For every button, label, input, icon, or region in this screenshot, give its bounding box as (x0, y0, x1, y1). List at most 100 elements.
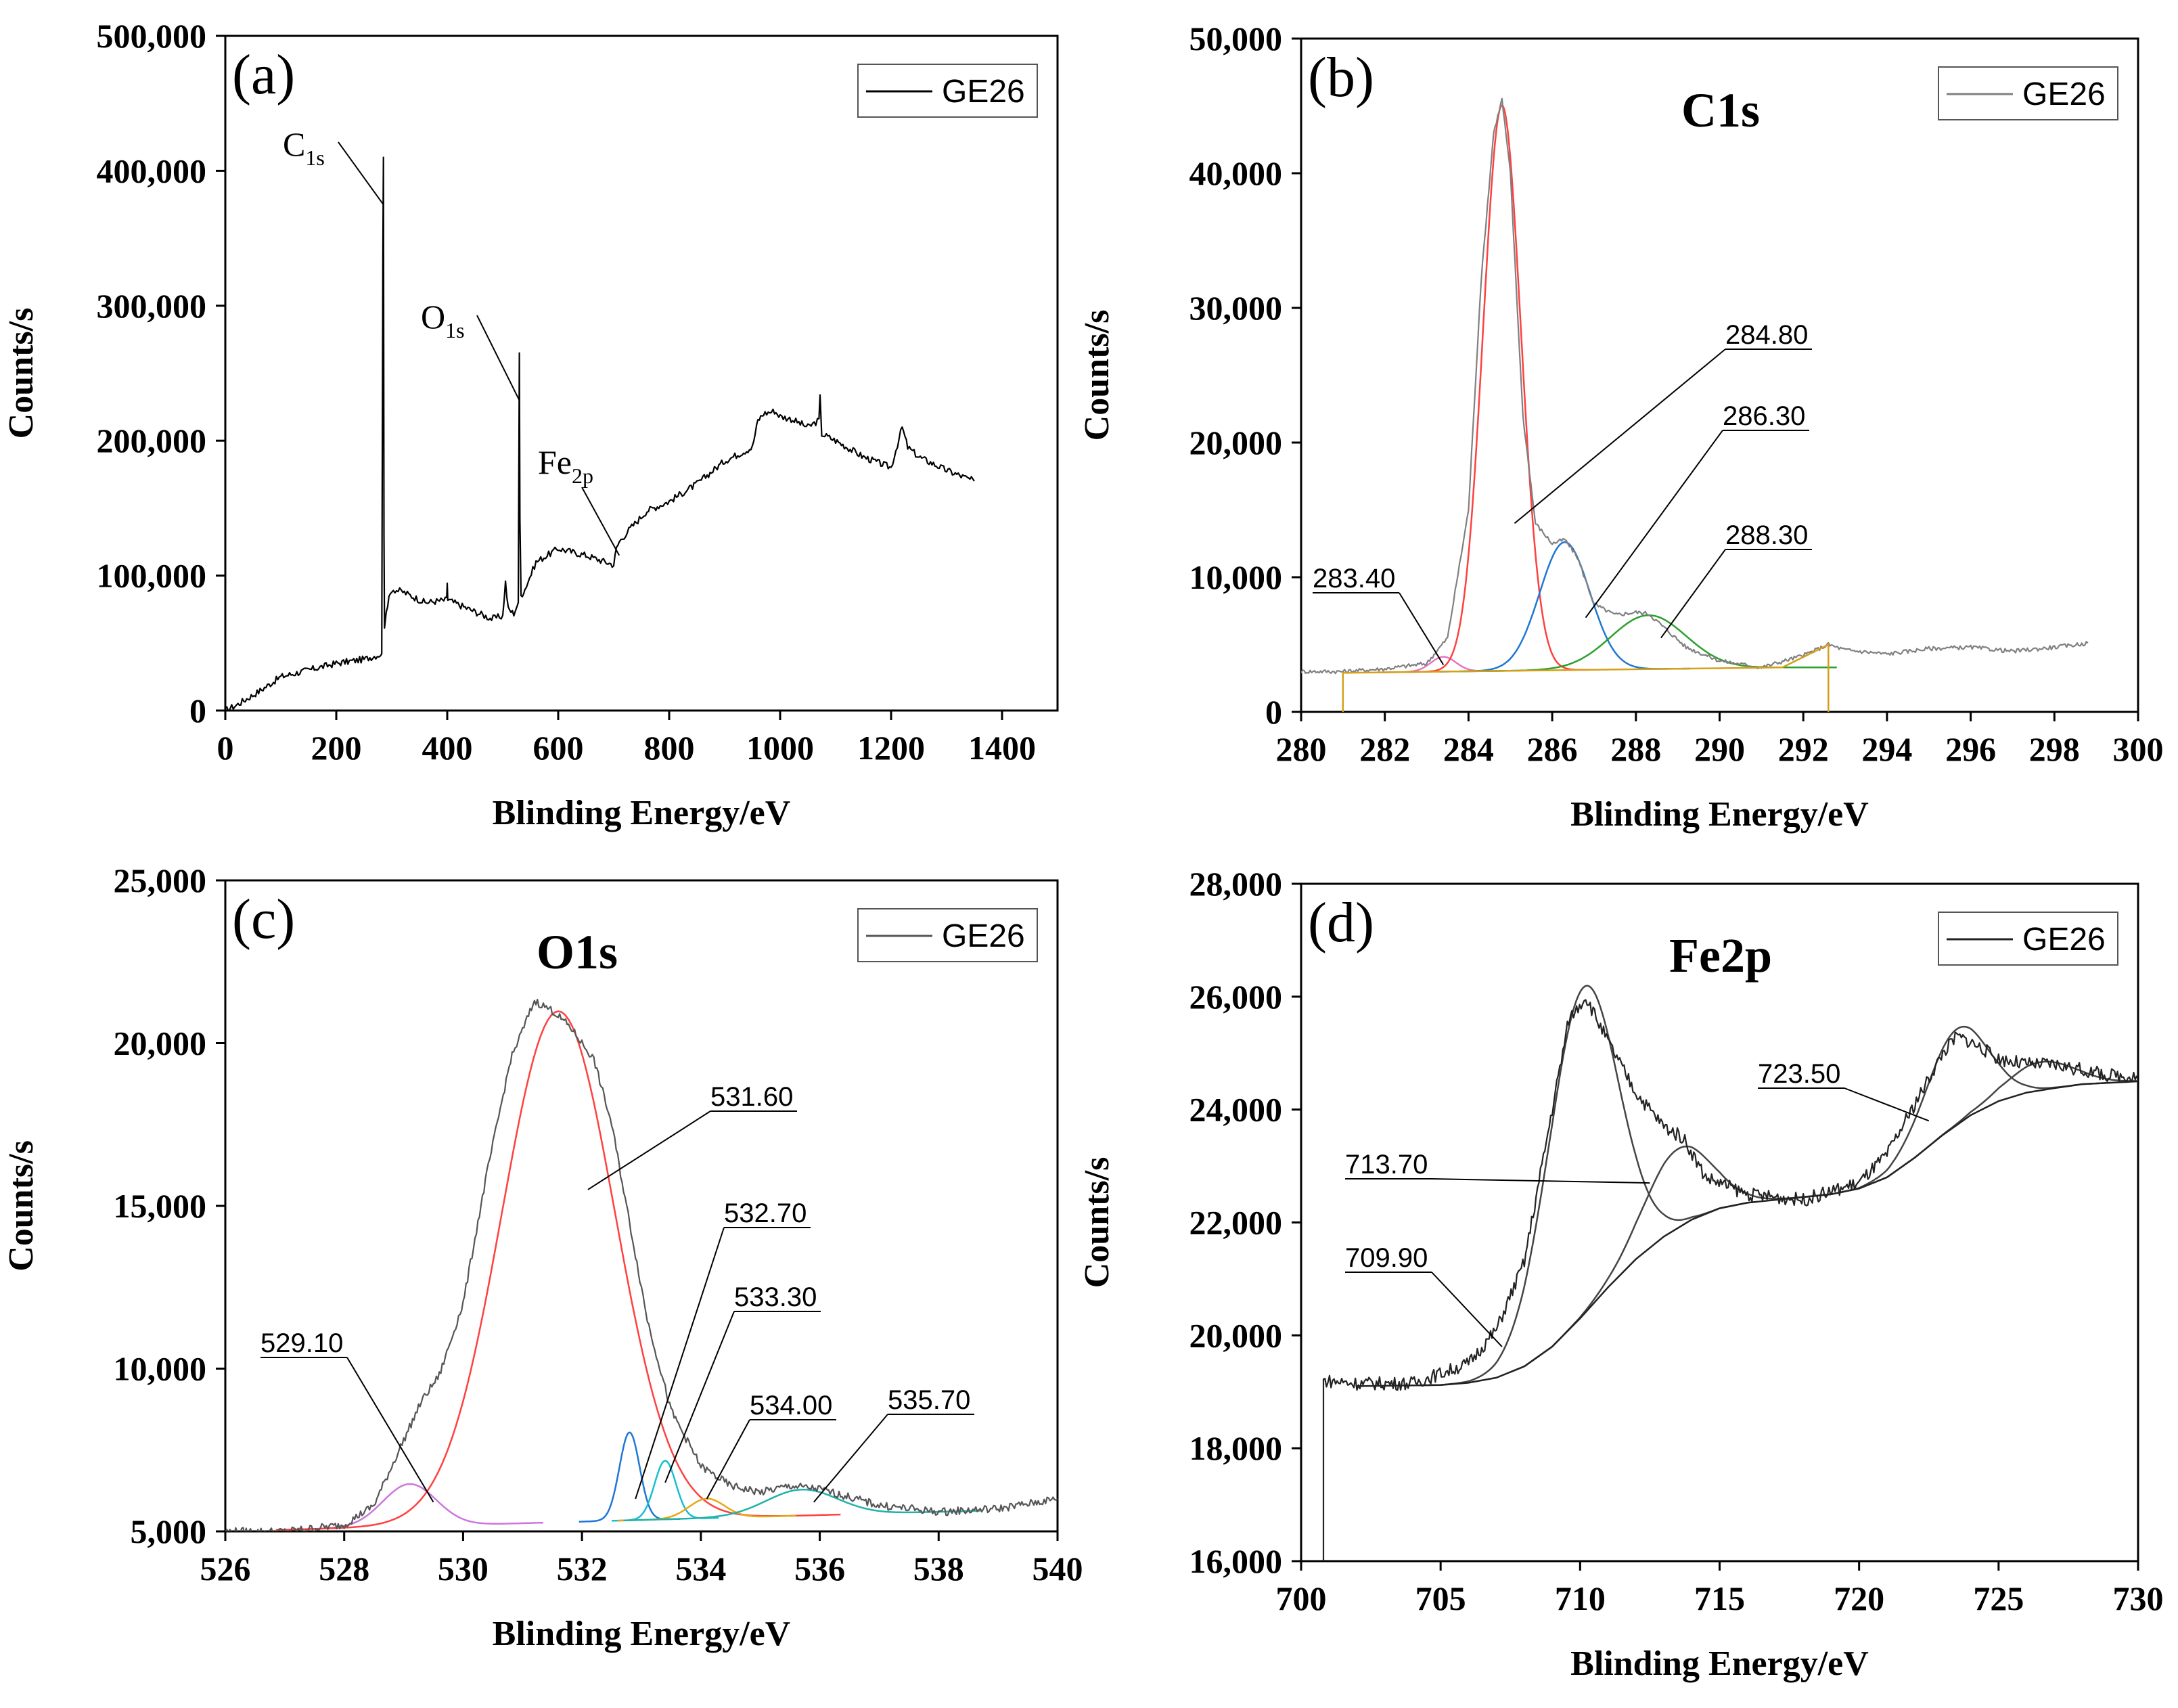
peak-position-label: 531.60 (710, 1082, 793, 1112)
x-tick-label: 800 (644, 729, 695, 767)
x-tick-label: 705 (1415, 1579, 1466, 1617)
y-tick-label: 22,000 (1189, 1204, 1283, 1242)
x-tick-label: 200 (311, 729, 362, 767)
plot-area (1301, 97, 2089, 712)
x-tick-label: 715 (1694, 1579, 1745, 1617)
plot-frame (224, 879, 1059, 1533)
plot-area (225, 998, 1058, 1531)
peak-position-label: 713.70 (1345, 1150, 1428, 1179)
peak-leader (1431, 1272, 1503, 1347)
fit-component (1407, 104, 1596, 673)
fit-component (1439, 541, 1691, 673)
panel-title: C1s (1681, 83, 1760, 137)
peak-leader (476, 315, 520, 401)
panel-letter: (c) (232, 888, 295, 951)
y-axis-title: Counts/s (1078, 1157, 1116, 1288)
x-tick-label: 1000 (746, 729, 814, 767)
x-tick-label: 298 (2029, 730, 2080, 768)
y-tick-label: 10,000 (114, 1350, 207, 1388)
x-tick-label: 300 (2113, 730, 2164, 768)
x-tick-label: 700 (1276, 1579, 1327, 1617)
y-tick-label: 15,000 (114, 1187, 207, 1225)
y-axis-title: Counts/s (2, 1140, 41, 1272)
x-tick-label: 280 (1276, 730, 1327, 768)
x-tick-label: 532 (557, 1550, 608, 1588)
x-tick-label: 730 (2113, 1579, 2164, 1617)
plot-frame (1300, 882, 2139, 1563)
legend-label: GE26 (2022, 76, 2106, 112)
y-tick-label: 40,000 (1189, 154, 1283, 192)
x-tick-label: 710 (1555, 1579, 1606, 1617)
peak-label: Fe2p (538, 443, 593, 488)
y-tick-label: 28,000 (1189, 865, 1283, 903)
x-tick-label: 725 (1973, 1579, 2024, 1617)
peak-leader (1399, 592, 1445, 665)
y-tick-label: 100,000 (97, 557, 207, 595)
x-axis-title: Blinding Energy/eV (1570, 1644, 1869, 1683)
peak-position-label: 283.40 (1313, 564, 1395, 593)
peak-label-subscript: 2p (572, 464, 593, 488)
x-tick-label: 600 (533, 729, 584, 767)
panel-d: 700 705 710 715 720 725 730 16,000 18,000 20,000 2… (1078, 865, 2164, 1683)
y-tick-label: 50,000 (1189, 20, 1283, 58)
fit-component (1408, 985, 1758, 1387)
peak-position-label: 709.90 (1345, 1243, 1428, 1273)
peak-leader (664, 1311, 735, 1483)
x-tick-label: 286 (1527, 730, 1578, 768)
y-tick-label: 20,000 (1189, 424, 1283, 462)
y-tick-label: 16,000 (1189, 1542, 1283, 1580)
peak-position-label: 534.00 (750, 1391, 832, 1420)
peak-leader (1514, 349, 1726, 524)
fit-component (578, 1431, 681, 1523)
peak-leader (1660, 549, 1726, 639)
x-tick-label: 534 (675, 1550, 726, 1588)
peak-leader (706, 1419, 750, 1500)
x-tick-label: 294 (1861, 730, 1912, 768)
y-axis-title: Counts/s (2, 308, 41, 439)
panel-letter: (b) (1308, 46, 1374, 109)
peak-position-label: 288.30 (1725, 520, 1808, 550)
fit-component (1803, 1025, 2110, 1198)
peak-leader (1431, 1178, 1650, 1184)
panel-letter: (a) (232, 43, 295, 106)
peak-leader (1585, 430, 1723, 619)
plot-area (1322, 985, 2138, 1561)
peak-position-label: 529.10 (260, 1328, 343, 1358)
x-tick-label: 282 (1359, 730, 1410, 768)
peak-leader (1844, 1087, 1930, 1122)
spectrum-line (1301, 97, 2089, 675)
y-tick-label: 0 (1265, 693, 1282, 731)
x-axis-title: Blinding Energy/eV (493, 794, 791, 832)
peak-label-subscript: 1s (305, 145, 324, 170)
peak-leader (338, 141, 384, 206)
fit-component (275, 1483, 544, 1531)
fit-component (611, 1460, 719, 1522)
peak-leader (813, 1414, 888, 1503)
background-line (1357, 1080, 2138, 1387)
x-tick-label: 288 (1610, 730, 1661, 768)
x-tick-label: 536 (794, 1550, 845, 1588)
x-tick-label: 526 (200, 1550, 251, 1588)
legend-label: GE26 (942, 74, 1025, 110)
x-axis-title: Blinding Energy/eV (1570, 795, 1869, 834)
y-tick-label: 25,000 (114, 861, 207, 899)
peak-position-label: 723.50 (1758, 1059, 1840, 1089)
spectrum-line (225, 998, 1058, 1531)
plot-frame (1300, 37, 2139, 713)
legend-label: GE26 (2022, 922, 2106, 958)
y-axis-title: Counts/s (1078, 310, 1116, 441)
y-tick-label: 300,000 (97, 287, 207, 325)
y-tick-label: 200,000 (97, 422, 207, 459)
x-tick-label: 292 (1778, 730, 1829, 768)
peak-label: C1s (283, 125, 325, 170)
y-tick-label: 18,000 (1189, 1429, 1283, 1467)
x-axis-title: Blinding Energy/eV (493, 1615, 791, 1653)
legend-label: GE26 (942, 918, 1025, 954)
x-tick-label: 528 (319, 1550, 369, 1588)
x-tick-label: 538 (913, 1550, 964, 1588)
x-tick-label: 530 (438, 1550, 489, 1588)
panel-title: Fe2p (1669, 928, 1772, 983)
x-tick-label: 400 (422, 729, 473, 767)
panel-a: 0 200 400 600 800 1000 1200 1400 0 100,000 200,000… (2, 17, 1059, 832)
